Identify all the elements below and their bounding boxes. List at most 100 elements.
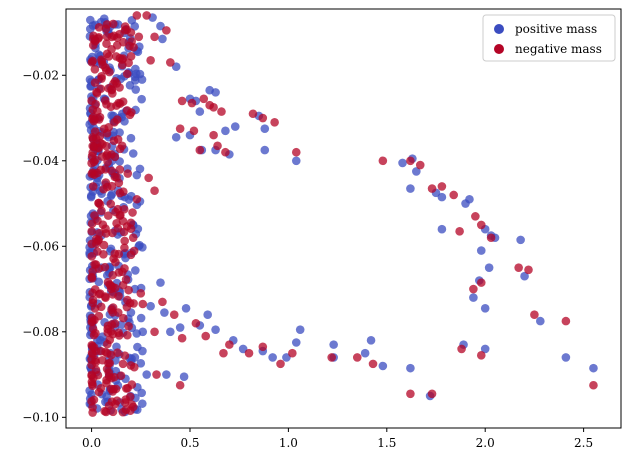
data-point	[561, 353, 571, 362]
data-point	[291, 147, 301, 157]
data-point	[378, 156, 388, 166]
data-point	[94, 198, 103, 208]
data-point	[455, 227, 464, 236]
data-point	[97, 74, 106, 83]
y-tick-label: −0.10	[22, 410, 59, 424]
data-point	[90, 36, 100, 46]
data-point	[270, 118, 279, 127]
x-tick-label: 1.0	[279, 436, 298, 450]
data-point	[130, 22, 140, 31]
data-point	[486, 233, 496, 243]
plot-frame	[65, 8, 622, 429]
data-point	[465, 194, 474, 204]
data-point	[295, 325, 305, 334]
data-point	[288, 348, 297, 358]
data-point	[125, 41, 134, 51]
data-point	[230, 122, 240, 131]
data-point	[291, 338, 301, 347]
data-point	[530, 310, 539, 320]
data-point	[88, 182, 98, 191]
x-tick-label: 0.0	[82, 436, 101, 450]
x-tick-label: 2.0	[476, 436, 495, 450]
data-point	[113, 204, 123, 214]
data-point	[97, 206, 106, 216]
data-point	[378, 361, 388, 371]
data-point	[88, 114, 97, 123]
data-point	[437, 182, 447, 191]
data-point	[132, 329, 142, 338]
data-point	[150, 32, 159, 42]
data-point	[366, 336, 376, 345]
data-point	[91, 99, 101, 109]
data-point	[107, 181, 117, 191]
data-point	[122, 69, 132, 79]
data-point	[327, 353, 336, 362]
data-point	[469, 284, 478, 294]
y-tick-label: −0.08	[22, 325, 59, 339]
data-point	[368, 359, 378, 369]
x-axis: 0.0 0.5 1.0 1.5 2.0 2.5	[82, 428, 593, 450]
data-point	[101, 407, 111, 417]
data-point	[117, 141, 127, 151]
data-point	[480, 344, 490, 354]
data-point	[96, 165, 106, 175]
data-point	[88, 168, 98, 177]
data-point	[96, 346, 106, 356]
data-point	[103, 328, 113, 337]
data-point	[103, 211, 113, 220]
data-point	[406, 389, 415, 399]
data-point	[88, 349, 97, 359]
data-point	[177, 96, 187, 106]
data-point	[199, 94, 209, 104]
data-point	[94, 115, 104, 124]
data-point	[209, 103, 218, 112]
data-point	[110, 152, 120, 162]
data-point	[99, 184, 108, 194]
data-point	[122, 302, 132, 312]
data-point	[406, 184, 415, 193]
data-point	[113, 135, 123, 144]
data-point	[258, 113, 268, 123]
data-point	[476, 278, 486, 287]
data-point	[109, 31, 119, 41]
data-point	[108, 19, 118, 29]
data-point	[175, 124, 185, 134]
data-point	[138, 346, 147, 356]
y-axis: −0.02 −0.04 −0.06 −0.08 −0.10	[22, 68, 66, 424]
series-negative-mass	[87, 11, 598, 417]
data-point	[124, 285, 133, 295]
data-point	[111, 384, 121, 394]
data-point	[221, 147, 230, 157]
data-point	[110, 249, 120, 258]
legend: positive mass negative mass	[482, 14, 616, 62]
data-point	[132, 170, 142, 180]
data-point	[201, 331, 211, 341]
data-point	[121, 275, 131, 284]
x-tick-label: 1.5	[377, 436, 396, 450]
data-point	[120, 236, 129, 246]
data-point	[102, 151, 111, 160]
data-point	[112, 173, 121, 182]
data-point	[90, 211, 99, 220]
data-point	[116, 371, 126, 380]
data-point	[119, 313, 128, 323]
data-point	[106, 199, 116, 209]
data-point	[95, 228, 104, 238]
data-point	[360, 348, 370, 358]
data-point	[144, 173, 153, 183]
data-point	[104, 123, 113, 132]
data-point	[260, 145, 270, 155]
data-point	[406, 363, 415, 373]
data-point	[100, 262, 110, 272]
data-point	[111, 257, 120, 267]
data-point	[126, 52, 136, 61]
data-point	[90, 65, 100, 74]
data-point	[142, 370, 151, 379]
data-point	[88, 295, 98, 305]
data-point	[118, 267, 127, 277]
data-point	[90, 127, 100, 136]
data-point	[187, 98, 197, 108]
data-point	[102, 339, 112, 349]
data-point	[114, 331, 124, 340]
